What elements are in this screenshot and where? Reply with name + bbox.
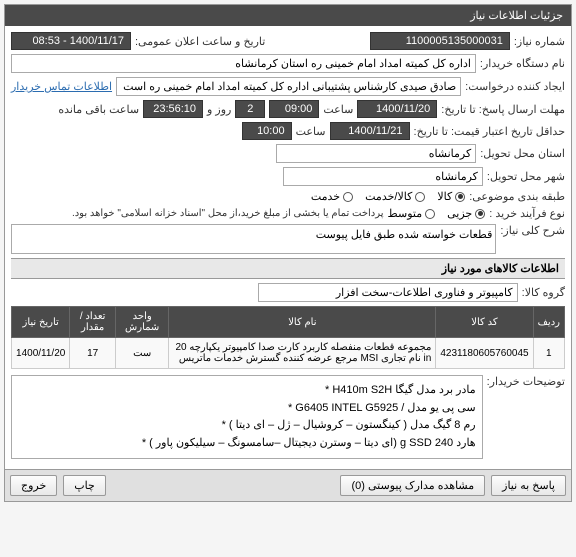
- radio-mid[interactable]: متوسط: [388, 207, 436, 220]
- process-label: نوع فرآیند خرید :: [489, 207, 565, 220]
- th-name: نام کالا: [169, 307, 436, 338]
- buyer-note-line: رم 8 گیگ مدل ( کینگستون – کروشیال – ژل –…: [18, 417, 476, 435]
- goods-section-title: اطلاعات کالاهای مورد نیاز: [11, 258, 565, 279]
- buyer-notes-label: توضیحات خریدار:: [487, 375, 565, 388]
- radio-icon: [425, 209, 435, 219]
- deadline-date: 1400/11/20: [357, 100, 437, 118]
- panel-title: جزئیات اطلاعات نیاز: [5, 5, 571, 26]
- desc-label: شرح کلی نیاز:: [500, 224, 565, 237]
- deadline-label: مهلت ارسال پاسخ: تا تاریخ:: [441, 103, 565, 116]
- table-header-row: ردیف کد کالا نام کالا واحد شمارش تعداد /…: [12, 307, 565, 338]
- category-radio-group: کالا کالا/خدمت خدمت: [311, 190, 465, 203]
- validity-time: 10:00: [242, 122, 292, 140]
- buyer-note-line: مادر برد مدل گیگا H410m S2H *: [18, 382, 476, 400]
- process-note: پرداخت تمام یا بخشی از مبلغ خرید،از محل …: [72, 208, 384, 219]
- th-date: تاریخ نیاز: [12, 307, 70, 338]
- requester-label: ایجاد کننده درخواست:: [465, 80, 565, 93]
- buyer-note-line: هارد g SSD 240 (ای دیتا – وسترن دیجیتال …: [18, 435, 476, 453]
- announce-value: 1400/11/17 - 08:53: [11, 32, 131, 50]
- cell-date: 1400/11/20: [12, 338, 70, 369]
- buyer-org-label: نام دستگاه خریدار:: [480, 57, 565, 70]
- table-row[interactable]: 1 4231180605760045 مجموعه قطعات منفصله ک…: [12, 338, 565, 369]
- city-label: شهر محل تحویل:: [487, 170, 565, 183]
- radio-icon: [343, 192, 353, 202]
- th-row: ردیف: [533, 307, 564, 338]
- buyer-notes-box: مادر برد مدل گیگا H410m S2H * سی پی یو م…: [11, 375, 483, 459]
- th-qty: تعداد / مقدار: [70, 307, 116, 338]
- desc-textarea[interactable]: قطعات خواسته شده طبق فایل پیوست: [11, 224, 496, 254]
- category-label: طبقه بندی موضوعی:: [469, 190, 565, 203]
- radio-goods[interactable]: کالا: [437, 190, 465, 203]
- contact-link[interactable]: اطلاعات تماس خریدار: [11, 80, 112, 93]
- days-label: روز و: [207, 103, 231, 116]
- reply-button[interactable]: پاسخ به نیاز: [491, 475, 566, 496]
- details-panel: جزئیات اطلاعات نیاز شماره نیاز: 11000051…: [4, 4, 572, 502]
- cell-row: 1: [533, 338, 564, 369]
- buyer-org-value: اداره کل کمیته امداد امام خمینی ره استان…: [11, 54, 476, 73]
- group-label: گروه کالا:: [522, 286, 565, 299]
- announce-label: تاریخ و ساعت اعلان عمومی:: [135, 35, 265, 48]
- exit-button[interactable]: خروج: [10, 475, 57, 496]
- validity-label: حداقل تاریخ اعتبار قیمت: تا تاریخ:: [414, 125, 565, 138]
- buyer-note-line: سی پی یو مدل / G6405 INTEL G5925 *: [18, 400, 476, 418]
- th-unit: واحد شمارش: [115, 307, 168, 338]
- radio-low[interactable]: جزیی: [447, 207, 485, 220]
- group-value: کامپیوتر و فناوری اطلاعات-سخت افزار: [258, 283, 518, 302]
- print-button[interactable]: چاپ: [63, 475, 106, 496]
- radio-service[interactable]: خدمت: [311, 190, 353, 203]
- need-number-label: شماره نیاز:: [514, 35, 565, 48]
- deadline-time-label: ساعت: [323, 103, 353, 116]
- panel-body: شماره نیاز: 1100005135000031 تاریخ و ساع…: [5, 26, 571, 469]
- radio-goods-service[interactable]: کالا/خدمت: [365, 190, 425, 203]
- cell-code: 4231180605760045: [436, 338, 533, 369]
- radio-icon: [415, 192, 425, 202]
- deadline-time: 09:00: [269, 100, 319, 118]
- province-label: استان محل تحویل:: [480, 147, 565, 160]
- validity-time-label: ساعت: [296, 125, 326, 138]
- province-value: کرمانشاه: [276, 144, 476, 163]
- goods-table: ردیف کد کالا نام کالا واحد شمارش تعداد /…: [11, 306, 565, 369]
- footer-toolbar: پاسخ به نیاز مشاهده مدارک پیوستی (0) چاپ…: [5, 469, 571, 501]
- radio-icon: [475, 209, 485, 219]
- cell-name: مجموعه قطعات منفصله کاربرد کارت صدا کامپ…: [169, 338, 436, 369]
- radio-low-label: جزیی: [447, 207, 472, 220]
- cell-unit: ست: [115, 338, 168, 369]
- remaining-label: ساعت باقی مانده: [58, 103, 139, 116]
- radio-mid-label: متوسط: [388, 207, 423, 220]
- city-value: کرمانشاه: [283, 167, 483, 186]
- attachments-button[interactable]: مشاهده مدارک پیوستی (0): [340, 475, 485, 496]
- radio-goods-service-label: کالا/خدمت: [365, 190, 412, 203]
- radio-icon: [455, 192, 465, 202]
- need-number-value: 1100005135000031: [370, 32, 510, 50]
- th-code: کد کالا: [436, 307, 533, 338]
- requester-value: صادق صیدی کارشناس پشتیبانی اداره کل کمیت…: [116, 77, 461, 96]
- days-value: 2: [235, 100, 265, 118]
- radio-goods-label: کالا: [437, 190, 452, 203]
- cell-qty: 17: [70, 338, 116, 369]
- validity-date: 1400/11/21: [330, 122, 410, 140]
- process-radio-group: جزیی متوسط: [388, 207, 486, 220]
- radio-service-label: خدمت: [311, 190, 340, 203]
- remaining-value: 23:56:10: [143, 100, 203, 118]
